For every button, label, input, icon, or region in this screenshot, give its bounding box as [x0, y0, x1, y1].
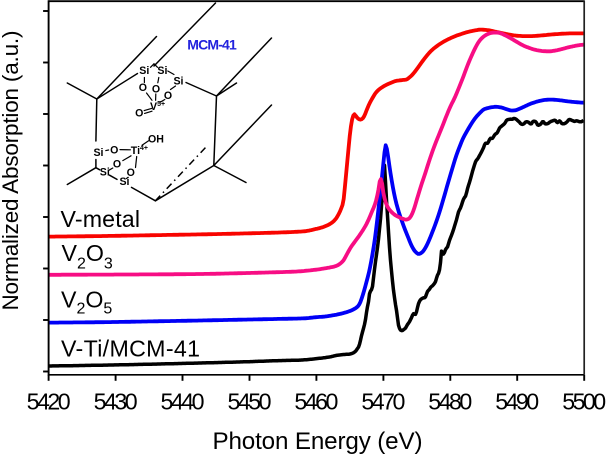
svg-text:Si: Si	[119, 176, 129, 188]
svg-text:5500: 5500	[562, 389, 606, 415]
svg-text:O: O	[113, 158, 121, 170]
svg-text:5490: 5490	[495, 389, 539, 415]
svg-text:5440: 5440	[161, 389, 205, 415]
svg-text:V-Ti/MCM-41: V-Ti/MCM-41	[61, 336, 200, 362]
svg-text:Si: Si	[173, 75, 183, 87]
svg-text:O: O	[110, 144, 118, 156]
svg-text:OH: OH	[148, 133, 164, 145]
svg-text:5430: 5430	[94, 389, 138, 415]
svg-text:O: O	[135, 108, 143, 120]
svg-text:5460: 5460	[294, 389, 338, 415]
svg-text:MCM-41: MCM-41	[187, 37, 237, 53]
svg-text:Photon Energy (eV): Photon Energy (eV)	[213, 428, 423, 455]
svg-text:5420: 5420	[27, 389, 71, 415]
svg-text:O: O	[152, 84, 160, 96]
svg-text:Normalized Absorption (a.u.): Normalized Absorption (a.u.)	[0, 31, 23, 311]
svg-text:5450: 5450	[228, 389, 272, 415]
svg-text:V-metal: V-metal	[61, 206, 141, 232]
svg-text:O: O	[139, 82, 147, 94]
svg-text:5470: 5470	[361, 389, 405, 415]
svg-text:Si: Si	[100, 167, 110, 179]
svg-text:5480: 5480	[428, 389, 472, 415]
svg-text:Si: Si	[93, 147, 103, 159]
svg-text:Si: Si	[139, 65, 149, 77]
svg-text:O: O	[164, 90, 172, 102]
svg-text:Si: Si	[157, 65, 167, 77]
